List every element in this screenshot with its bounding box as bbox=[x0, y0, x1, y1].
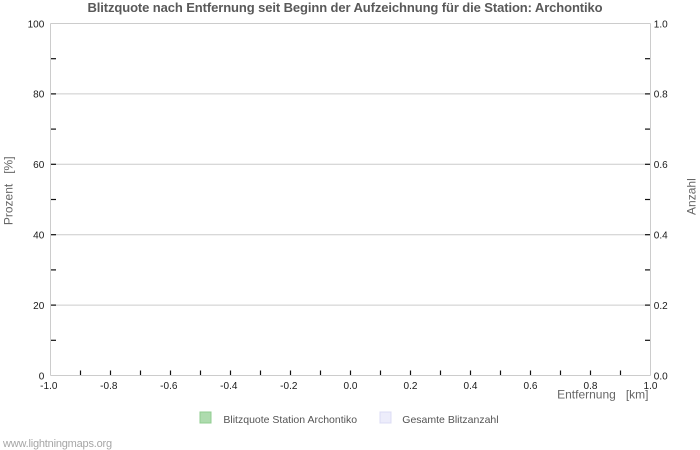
svg-text:1.0: 1.0 bbox=[654, 19, 668, 30]
svg-text:80: 80 bbox=[33, 90, 45, 101]
svg-text:-0.2: -0.2 bbox=[280, 381, 298, 392]
svg-text:0.4: 0.4 bbox=[654, 231, 668, 242]
svg-text:Anzahl: Anzahl bbox=[685, 178, 699, 215]
svg-text:0.4: 0.4 bbox=[464, 381, 478, 392]
svg-text:0: 0 bbox=[39, 371, 45, 382]
svg-text:www.lightningmaps.org: www.lightningmaps.org bbox=[2, 438, 112, 450]
svg-text:-1.0: -1.0 bbox=[40, 381, 58, 392]
svg-text:0.2: 0.2 bbox=[404, 381, 418, 392]
svg-text:0.0: 0.0 bbox=[654, 371, 668, 382]
svg-text:Gesamte Blitzanzahl: Gesamte Blitzanzahl bbox=[402, 414, 498, 426]
svg-text:Entfernung [km]: Entfernung [km] bbox=[557, 388, 648, 402]
svg-text:0.6: 0.6 bbox=[524, 381, 538, 392]
svg-text:0.0: 0.0 bbox=[344, 381, 358, 392]
svg-text:0.8: 0.8 bbox=[654, 90, 668, 101]
svg-text:100: 100 bbox=[28, 19, 45, 30]
svg-text:60: 60 bbox=[33, 160, 45, 171]
svg-text:-0.6: -0.6 bbox=[160, 381, 178, 392]
svg-text:0.8: 0.8 bbox=[584, 381, 598, 392]
svg-text:-0.4: -0.4 bbox=[220, 381, 238, 392]
svg-text:1.0: 1.0 bbox=[644, 381, 658, 392]
svg-text:40: 40 bbox=[33, 231, 45, 242]
svg-text:20: 20 bbox=[33, 301, 45, 312]
svg-text:0.2: 0.2 bbox=[654, 301, 668, 312]
svg-text:Prozent [%]: Prozent [%] bbox=[2, 156, 16, 225]
svg-text:0.6: 0.6 bbox=[654, 160, 668, 171]
svg-text:Blitzquote nach Entfernung sei: Blitzquote nach Entfernung seit Beginn d… bbox=[87, 0, 602, 15]
svg-text:-0.8: -0.8 bbox=[100, 381, 118, 392]
svg-text:Blitzquote Station Archontiko: Blitzquote Station Archontiko bbox=[223, 414, 357, 426]
